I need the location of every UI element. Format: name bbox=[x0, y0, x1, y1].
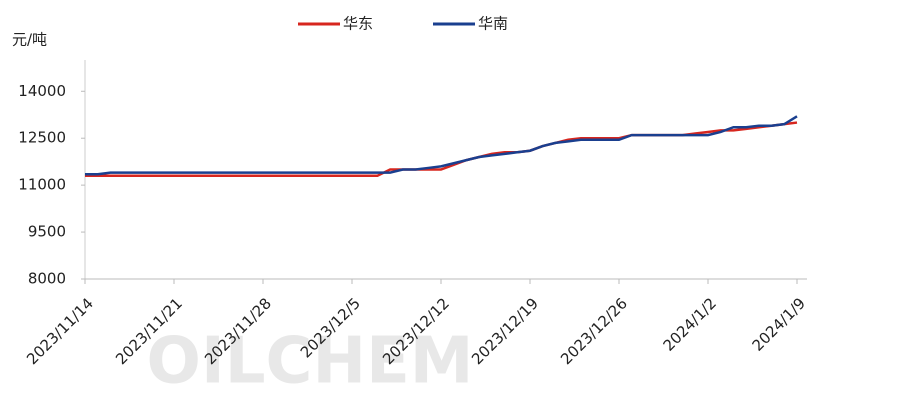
x-tick-label: 2024/1/2 bbox=[660, 294, 720, 354]
x-tick-label: 2023/12/26 bbox=[557, 294, 631, 368]
y-tick-label: 12500 bbox=[18, 129, 66, 147]
y-tick-label: 14000 bbox=[18, 82, 66, 100]
x-tick-label: 2023/11/14 bbox=[23, 294, 97, 368]
line-series bbox=[85, 115, 798, 176]
line-series bbox=[85, 121, 798, 178]
x-tick-label: 2024/1/9 bbox=[749, 294, 809, 354]
y-tick-label: 8000 bbox=[28, 270, 66, 288]
y-tick-label: 11000 bbox=[18, 176, 66, 194]
legend-label: 华南 bbox=[478, 15, 508, 33]
legend-label: 华东 bbox=[343, 15, 373, 33]
x-tick-label: 2023/12/19 bbox=[468, 294, 542, 368]
y-axis-label: 元/吨 bbox=[12, 31, 47, 49]
y-tick-label: 9500 bbox=[28, 223, 66, 241]
watermark: OILCHEM bbox=[147, 325, 474, 399]
